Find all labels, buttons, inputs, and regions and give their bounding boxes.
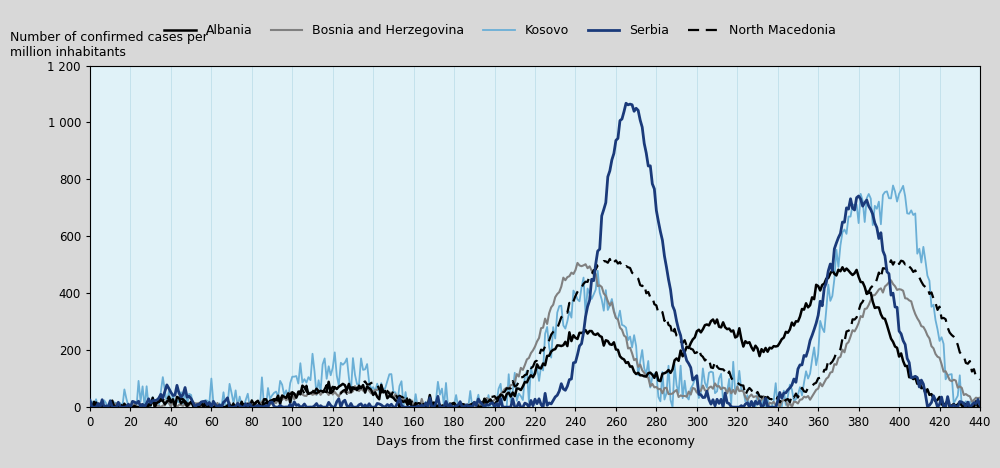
Line: Serbia: Serbia bbox=[90, 103, 980, 407]
Serbia bbox=[620, 101, 632, 106]
Bosnia and Herzegovina bbox=[877, 290, 889, 295]
Albania bbox=[804, 302, 816, 308]
Kosovo bbox=[88, 404, 100, 410]
Serbia bbox=[725, 404, 737, 410]
Kosovo bbox=[503, 372, 515, 377]
Bosnia and Herzegovina bbox=[571, 260, 583, 266]
Serbia bbox=[974, 402, 986, 408]
Bosnia and Herzegovina bbox=[84, 400, 96, 406]
Albania bbox=[875, 311, 887, 317]
Bosnia and Herzegovina bbox=[90, 404, 102, 410]
Serbia bbox=[503, 404, 515, 410]
Bosnia and Herzegovina bbox=[808, 390, 820, 396]
Albania bbox=[501, 391, 513, 397]
Bosnia and Herzegovina bbox=[272, 397, 284, 402]
X-axis label: Days from the first confirmed case in the economy: Days from the first confirmed case in th… bbox=[376, 435, 694, 448]
Serbia bbox=[84, 397, 96, 403]
North Macedonia bbox=[808, 381, 820, 387]
Bosnia and Herzegovina bbox=[725, 390, 737, 396]
Bosnia and Herzegovina bbox=[503, 386, 515, 391]
Kosovo bbox=[272, 395, 284, 400]
Line: Bosnia and Herzegovina: Bosnia and Herzegovina bbox=[90, 263, 980, 407]
Kosovo bbox=[723, 376, 735, 382]
North Macedonia bbox=[503, 386, 515, 391]
North Macedonia bbox=[272, 398, 284, 403]
Kosovo bbox=[875, 221, 887, 227]
Albania bbox=[721, 326, 733, 332]
Serbia bbox=[808, 327, 820, 332]
Serbia bbox=[272, 404, 284, 410]
Albania bbox=[84, 404, 96, 410]
Albania bbox=[974, 402, 986, 408]
Line: Albania: Albania bbox=[90, 267, 980, 407]
Kosovo bbox=[806, 357, 818, 362]
North Macedonia bbox=[86, 404, 98, 410]
Legend: Albania, Bosnia and Herzegovina, Kosovo, Serbia, North Macedonia: Albania, Bosnia and Herzegovina, Kosovo,… bbox=[159, 19, 841, 43]
Line: Kosovo: Kosovo bbox=[90, 185, 980, 407]
Line: North Macedonia: North Macedonia bbox=[90, 259, 980, 407]
North Macedonia bbox=[604, 256, 616, 262]
Serbia bbox=[921, 403, 933, 409]
Serbia bbox=[86, 404, 98, 410]
North Macedonia bbox=[974, 377, 986, 382]
Kosovo bbox=[921, 273, 933, 278]
Kosovo bbox=[974, 399, 986, 405]
North Macedonia bbox=[84, 403, 96, 409]
Bosnia and Herzegovina bbox=[974, 395, 986, 401]
Albania bbox=[836, 264, 848, 270]
Kosovo bbox=[887, 183, 899, 188]
Serbia bbox=[877, 248, 889, 254]
Albania bbox=[919, 390, 931, 395]
North Macedonia bbox=[877, 265, 889, 271]
Kosovo bbox=[84, 404, 96, 410]
Albania bbox=[270, 397, 282, 402]
Text: Number of confirmed cases per
million inhabitants: Number of confirmed cases per million in… bbox=[10, 31, 208, 58]
North Macedonia bbox=[921, 284, 933, 290]
Bosnia and Herzegovina bbox=[921, 333, 933, 338]
North Macedonia bbox=[725, 375, 737, 380]
